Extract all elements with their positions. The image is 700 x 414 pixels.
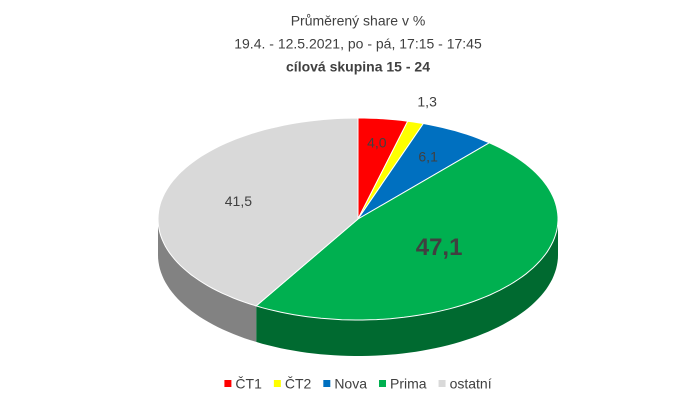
data-label: 6,1 [418,149,438,165]
chart-subtitle: 19.4. - 12.5.2021, po - pá, 17:15 - 17:4… [234,36,482,52]
legend-label: ostatní [450,376,492,392]
legend-swatch [379,380,386,387]
chart-audience: cílová skupina 15 - 24 [286,59,430,75]
legend-label: ČT2 [285,376,312,392]
slice-side [256,219,558,356]
slice [357,122,491,220]
chart-title: Průměrený share v % [291,13,426,29]
legend-swatch [438,380,446,387]
data-label: 1,3 [417,94,437,110]
legend-label: Prima [390,376,427,392]
slice [157,117,359,307]
legend-swatch [323,380,331,387]
legend-swatch [273,380,281,387]
data-label: 41,5 [225,193,252,209]
legend-swatch [224,380,232,387]
slice-side [158,219,257,342]
data-label: 4,0 [367,135,387,151]
slice [255,142,559,321]
legend-label: ČT1 [235,376,262,392]
legend-label: Nova [334,376,367,392]
data-label: 47,1 [416,234,463,261]
